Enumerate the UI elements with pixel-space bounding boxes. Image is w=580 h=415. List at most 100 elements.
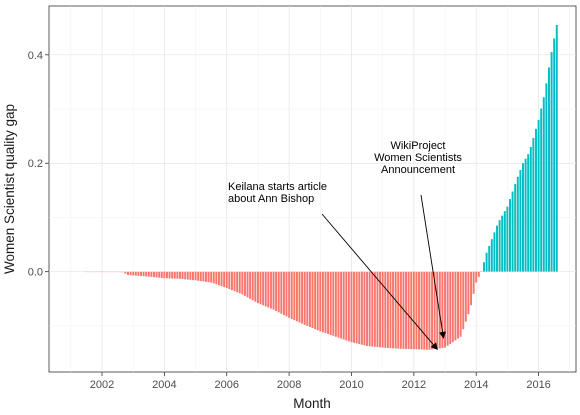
bar-negative	[181, 271, 184, 280]
bar-negative	[155, 271, 158, 278]
bar-negative	[241, 271, 244, 295]
bar-negative	[212, 271, 215, 284]
bar-negative	[189, 271, 192, 280]
bar-negative	[197, 271, 200, 281]
bar-positive	[485, 252, 488, 272]
bar-negative	[410, 271, 413, 350]
bar-negative	[306, 271, 309, 326]
bar-positive	[522, 163, 524, 272]
bar-negative	[407, 271, 410, 350]
annotation-arrow	[420, 194, 446, 339]
bar-negative	[121, 271, 124, 273]
x-axis: 2002 2004 2006 2008 2010 2012 2014 2016	[90, 372, 551, 391]
bar-negative	[199, 271, 202, 282]
bar-positive	[516, 176, 519, 272]
bar-negative	[438, 271, 441, 349]
bar-positive	[511, 191, 514, 272]
bar-positive	[540, 108, 543, 272]
y-tick-label: 0.4	[28, 50, 43, 62]
bar-negative	[217, 271, 220, 286]
bar-negative	[288, 271, 291, 318]
bar-negative	[127, 271, 129, 276]
bar-negative	[176, 271, 179, 279]
bar-positive	[537, 119, 540, 272]
x-axis-title: Month	[293, 396, 331, 411]
bar-negative	[272, 271, 275, 310]
bar-negative	[171, 271, 174, 279]
bar-negative	[321, 271, 324, 333]
bar-negative	[381, 271, 384, 348]
bar-negative	[470, 271, 472, 306]
bar-positive	[501, 215, 504, 272]
bar-positive	[488, 245, 491, 272]
bar-negative	[290, 271, 293, 319]
bar-negative	[275, 271, 278, 311]
bar-negative	[259, 271, 262, 305]
bar-negative	[451, 271, 454, 343]
bar-negative	[358, 271, 361, 345]
bar-negative	[158, 271, 161, 278]
bar-negative	[373, 271, 376, 347]
bar-negative	[223, 271, 226, 288]
bar-negative	[153, 271, 155, 278]
bar-negative	[347, 271, 350, 342]
bar-negative	[277, 271, 280, 313]
bar-negative	[319, 271, 322, 332]
bar-negative	[254, 271, 257, 302]
bar-negative	[431, 271, 434, 350]
bar-negative	[355, 271, 358, 344]
bar-negative	[332, 271, 335, 336]
bar-negative	[301, 271, 304, 324]
bar-negative	[236, 271, 239, 293]
annotation-text: about Ann Bishop	[228, 193, 314, 205]
bar-negative	[246, 271, 249, 298]
bar-negative	[405, 271, 408, 349]
bar-positive	[514, 184, 517, 272]
bar-positive	[493, 232, 496, 272]
bar-negative	[412, 271, 415, 350]
bar-negative	[475, 271, 478, 283]
x-tick-label: 2006	[215, 379, 239, 391]
x-tick-label: 2012	[402, 379, 426, 391]
bar-negative	[316, 271, 319, 331]
bar-negative	[267, 271, 270, 308]
bar-positive	[503, 211, 506, 272]
bar-negative	[464, 271, 467, 322]
y-axis: 0.0 0.2 0.4	[28, 50, 49, 279]
bar-positive	[496, 225, 498, 272]
bar-positive	[542, 97, 545, 272]
bar-negative	[467, 271, 470, 315]
bar-negative	[150, 271, 153, 277]
bar-positive	[548, 67, 550, 272]
bar-positive	[529, 146, 532, 272]
bar-negative	[399, 271, 402, 349]
y-tick-label: 0.0	[28, 267, 43, 279]
bar-positive	[535, 128, 537, 272]
bar-negative	[420, 271, 423, 350]
bar-negative	[262, 271, 265, 306]
bar-negative	[360, 271, 363, 345]
bar-positive	[527, 154, 530, 272]
bar-negative	[441, 271, 444, 348]
bar-negative	[256, 271, 259, 304]
bar-negative	[472, 271, 475, 294]
x-tick-label: 2016	[526, 379, 550, 391]
bar-negative	[477, 271, 480, 277]
bar-negative	[386, 271, 389, 348]
annotation-text: Keilana starts article	[228, 181, 327, 193]
bar-negative	[340, 271, 343, 339]
bar-negative	[337, 271, 340, 338]
bar-negative	[454, 271, 457, 341]
bar-negative	[298, 271, 301, 323]
bar-negative	[368, 271, 371, 347]
bar-negative	[376, 271, 379, 348]
bar-negative	[295, 271, 298, 322]
bar-negative	[168, 271, 171, 279]
bar-negative	[285, 271, 288, 317]
bar-positive	[519, 170, 522, 272]
bar-negative	[389, 271, 392, 349]
bar-negative	[308, 271, 311, 327]
bar-negative	[280, 271, 283, 314]
bar-negative	[132, 271, 135, 276]
